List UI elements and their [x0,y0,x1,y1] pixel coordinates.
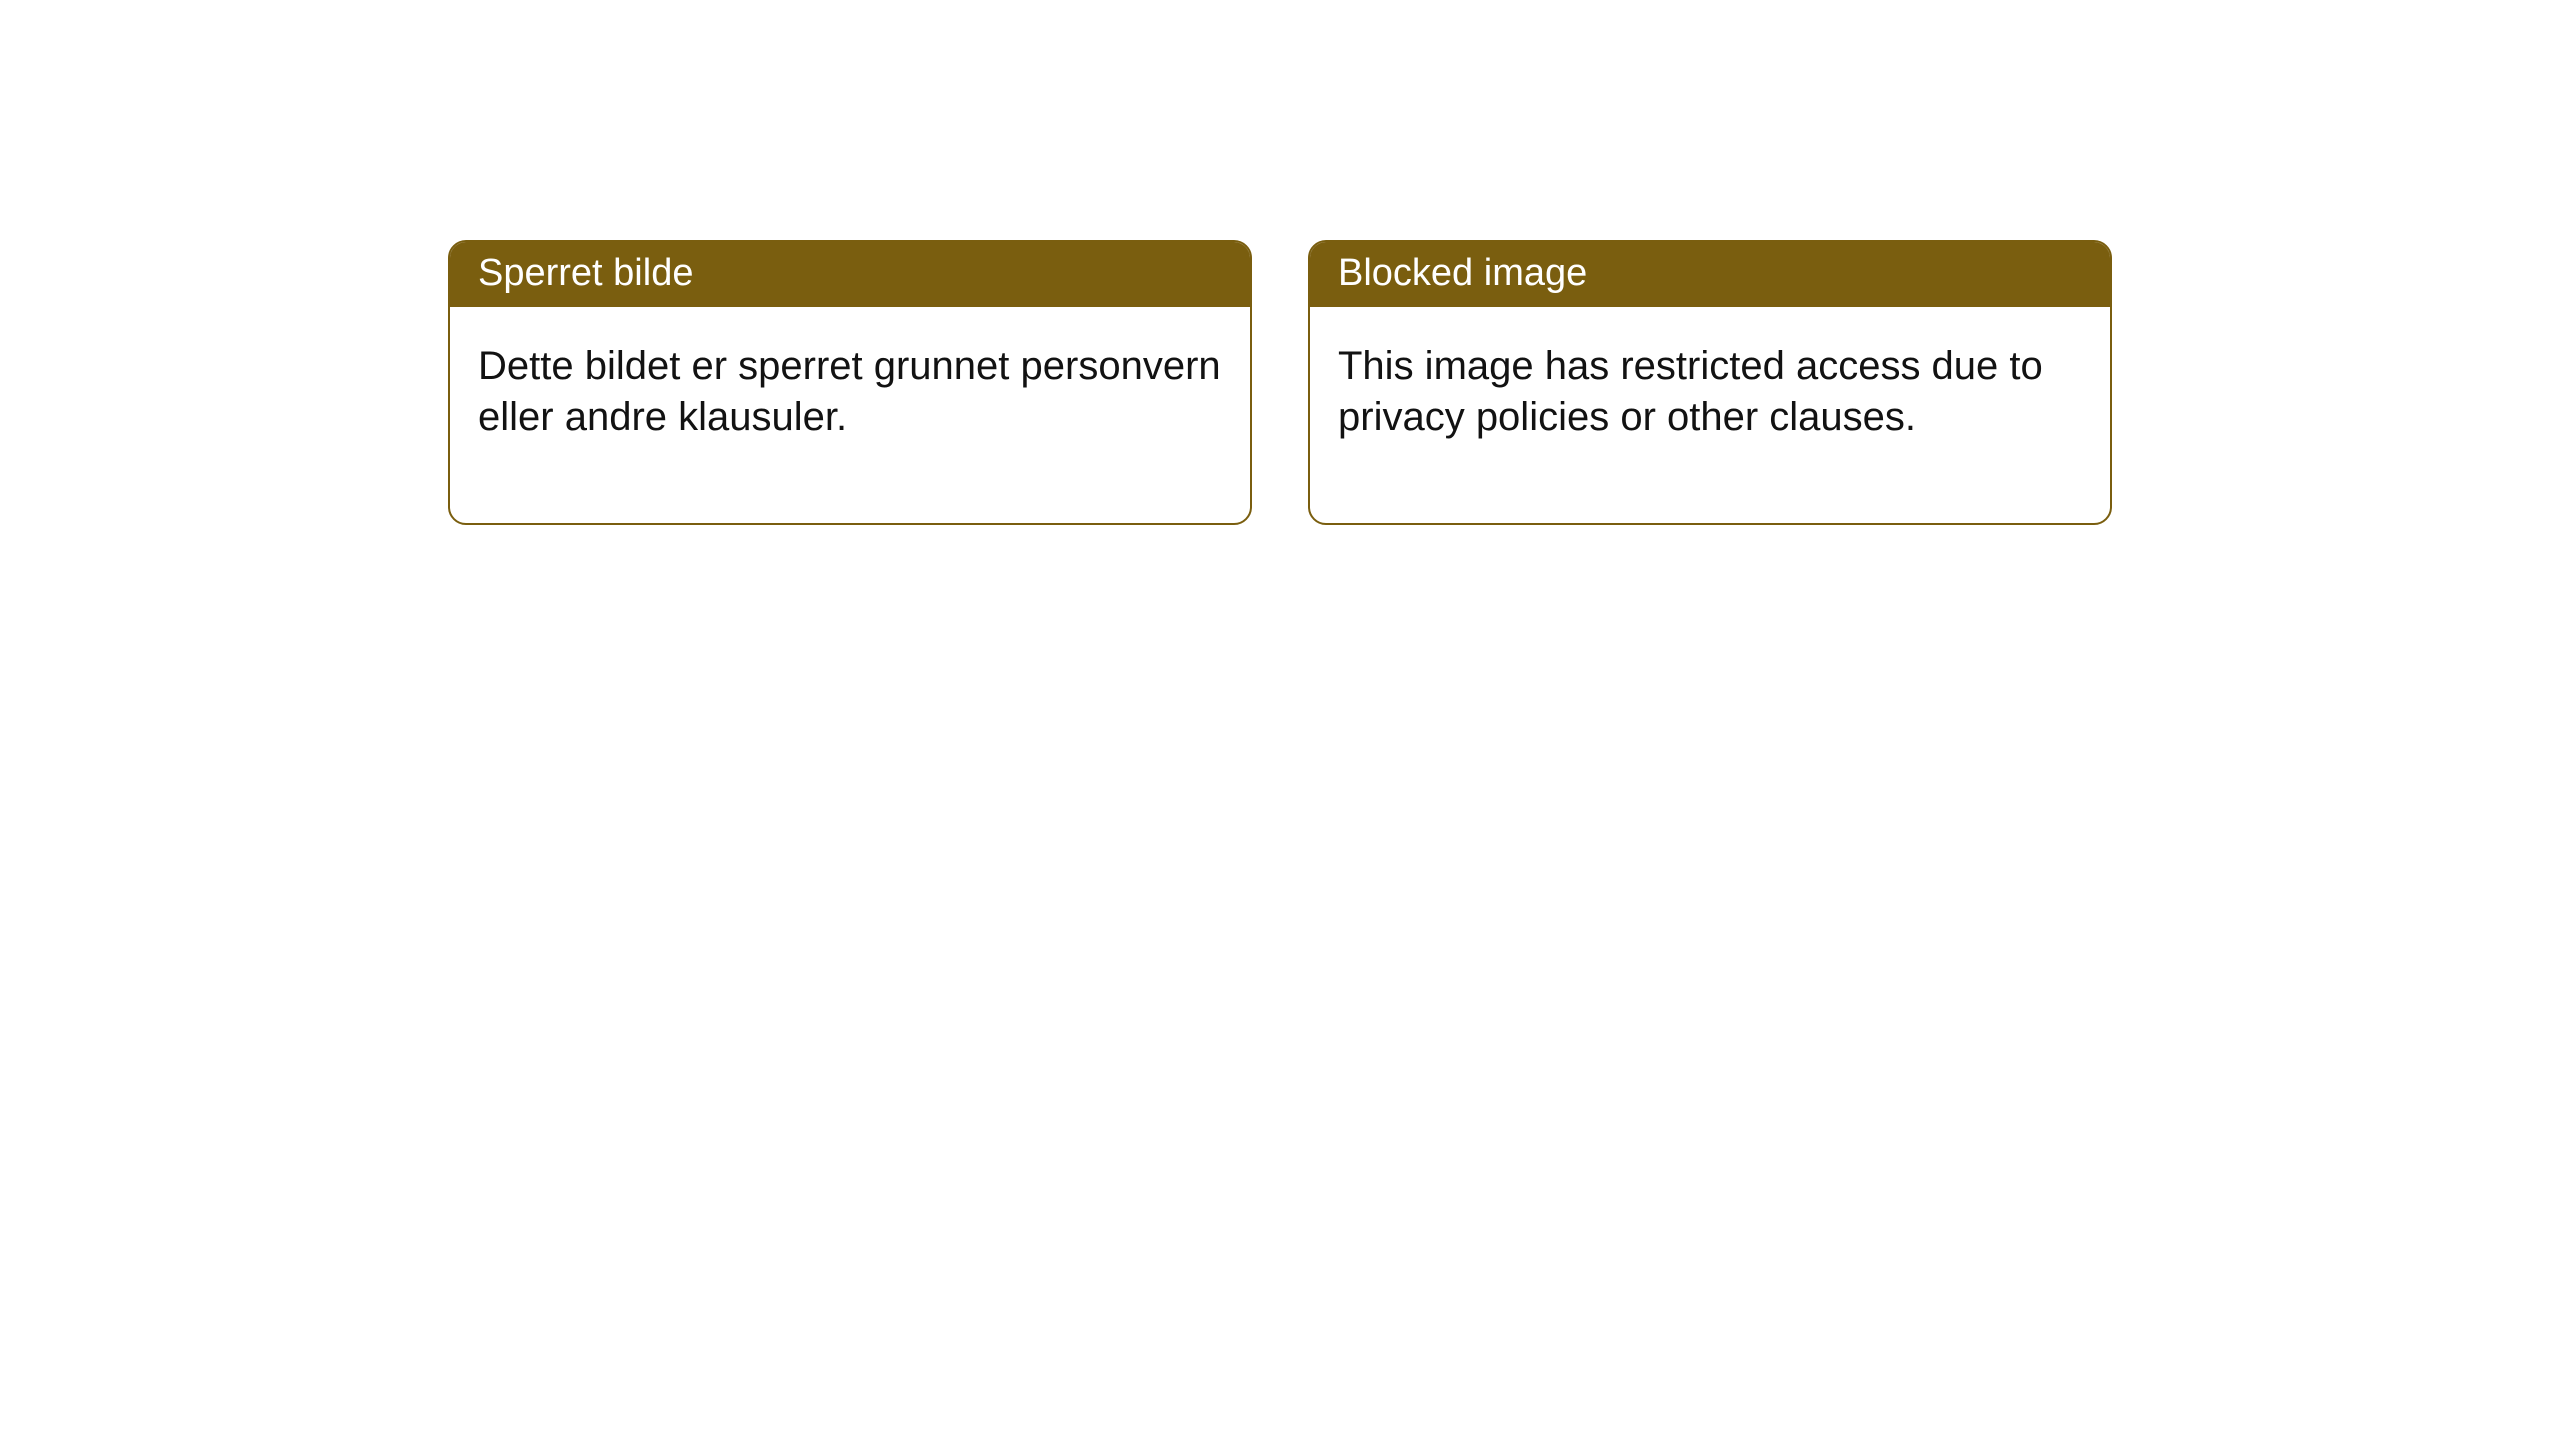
notice-title: Blocked image [1338,252,1587,294]
notice-body: This image has restricted access due to … [1310,307,2110,523]
notice-card-english: Blocked image This image has restricted … [1308,240,2112,525]
notice-body-text: This image has restricted access due to … [1338,344,2043,439]
notice-card-norwegian: Sperret bilde Dette bildet er sperret gr… [448,240,1252,525]
notice-body: Dette bildet er sperret grunnet personve… [450,307,1250,523]
notice-container: Sperret bilde Dette bildet er sperret gr… [448,240,2112,525]
notice-title: Sperret bilde [478,252,693,294]
notice-header: Sperret bilde [450,242,1250,307]
notice-body-text: Dette bildet er sperret grunnet personve… [478,344,1221,439]
notice-header: Blocked image [1310,242,2110,307]
